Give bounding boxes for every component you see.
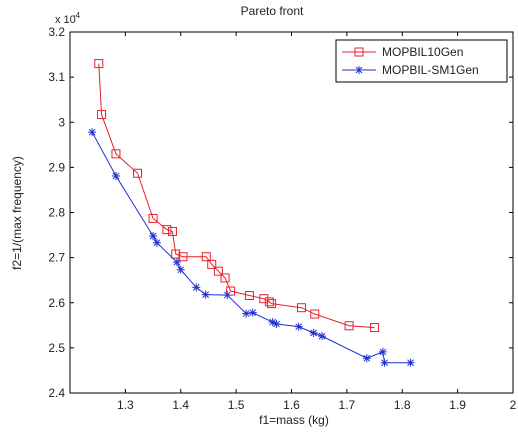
y-tick-label: 2.9 (48, 160, 65, 174)
data-point-star (380, 358, 389, 367)
data-point-square (97, 110, 107, 120)
x-tick-label: 1.5 (228, 398, 245, 412)
axis-ticks: 1.3 1.4 1.5 1.6 1.7 1.8 1.9 2 2.4 2.5 2.6 2.7 2.8 2.9… (48, 25, 516, 412)
data-point-star (152, 238, 161, 247)
data-point-star (192, 283, 201, 292)
data-point-square (244, 291, 254, 301)
data-point-star (378, 347, 387, 356)
data-point-star (309, 328, 318, 337)
y-tick-label: 2.5 (48, 341, 65, 355)
y-exponent-label: x 10 -4 (55, 11, 81, 26)
series-line (98, 63, 375, 329)
data-point-star (172, 258, 181, 267)
x-tick-label: 2 (510, 398, 517, 412)
plot-frame (69, 31, 514, 394)
data-point-square (94, 59, 104, 69)
series-mopbil-sm1gen (88, 128, 415, 367)
y-tick-label: 2.4 (48, 386, 65, 400)
data-point-square (201, 252, 211, 262)
data-point-star (111, 171, 120, 180)
data-point-star (149, 231, 158, 240)
legend-entry: MOPBIL10Gen (382, 45, 463, 59)
data-point-square (162, 225, 172, 235)
data-point-square (171, 249, 181, 259)
x-tick-label: 1.8 (394, 398, 411, 412)
data-point-square (370, 323, 380, 333)
data-point-star (362, 354, 371, 363)
data-point-star (272, 319, 281, 328)
data-point-square (213, 266, 223, 276)
y-exponent-power: -4 (73, 11, 81, 20)
data-point-square (354, 47, 364, 57)
x-tick-label: 1.9 (449, 398, 466, 412)
y-tick-label: 3.2 (48, 25, 65, 39)
data-point-square (207, 259, 217, 269)
data-point-square (259, 294, 269, 304)
legend-entry: MOPBIL-SM1Gen (382, 63, 479, 77)
y-tick-label: 2.7 (48, 251, 65, 265)
data-point-square (344, 321, 354, 331)
data-point-star (201, 290, 210, 299)
legend: MOPBIL10Gen MOPBIL-SM1Gen (335, 39, 508, 83)
y-tick-label: 3.1 (48, 70, 65, 84)
y-tick-label: 3 (58, 115, 65, 129)
data-point-square (167, 226, 177, 236)
x-tick-label: 1.7 (339, 398, 356, 412)
data-point-square (264, 297, 274, 307)
data-point-star (294, 322, 303, 331)
x-tick-label: 1.6 (283, 398, 300, 412)
data-point-star (406, 358, 415, 367)
y-exponent-base: x 10 (55, 14, 76, 26)
data-point-square (267, 299, 277, 309)
x-tick-label: 1.4 (172, 398, 189, 412)
series-mopbil10gen (94, 59, 380, 333)
data-point-star (248, 308, 257, 317)
data-point-square (310, 309, 320, 319)
data-point-square (296, 303, 306, 313)
y-tick-label: 2.8 (48, 206, 65, 220)
chart-title: Pareto front (241, 4, 304, 18)
data-point-square (148, 213, 158, 223)
data-point-square (220, 273, 230, 283)
series-line (91, 131, 411, 364)
x-tick-label: 1.3 (117, 398, 134, 412)
legend-box (335, 39, 508, 83)
x-axis-label: f1=mass (kg) (259, 413, 329, 427)
y-axis-label: f2=1/(max frequency) (10, 156, 24, 270)
data-point-star (88, 128, 97, 137)
data-point-star (223, 291, 232, 300)
plot-area (69, 31, 514, 394)
data-point-square (111, 149, 121, 159)
data-point-star (268, 318, 277, 327)
data-point-star (176, 265, 185, 274)
data-point-star (355, 66, 363, 74)
series-layer (88, 59, 415, 367)
data-point-star (317, 332, 326, 341)
data-point-square (178, 252, 188, 262)
data-point-star (242, 309, 251, 318)
data-point-square (133, 168, 143, 178)
y-tick-label: 2.6 (48, 296, 65, 310)
